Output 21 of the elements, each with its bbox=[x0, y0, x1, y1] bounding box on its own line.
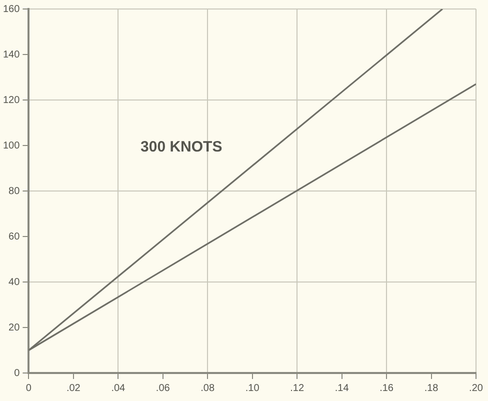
y-tick-label: 160 bbox=[2, 4, 20, 15]
x-tick-label: .18 bbox=[424, 382, 439, 394]
x-tick-label: .10 bbox=[245, 382, 260, 394]
x-tick-label: 0 bbox=[26, 382, 32, 394]
annotation: 300 KNOTS bbox=[140, 138, 222, 156]
y-tick-label: 0 bbox=[14, 368, 20, 379]
x-tick-label: .08 bbox=[200, 382, 215, 394]
y-tick-label: 40 bbox=[8, 276, 20, 288]
x-tick-label: .14 bbox=[334, 382, 350, 394]
x-tick-label: .12 bbox=[290, 382, 304, 394]
x-tick-label: .04 bbox=[111, 382, 126, 394]
y-tick-label: 80 bbox=[8, 186, 20, 197]
x-tick-label: .06 bbox=[156, 382, 170, 394]
y-tick-label: 100 bbox=[2, 140, 20, 152]
y-tick-label: 140 bbox=[2, 49, 20, 60]
y-tick-label: 20 bbox=[8, 322, 20, 334]
x-tick-label: .02 bbox=[66, 382, 81, 394]
y-tick-label: 120 bbox=[2, 94, 20, 106]
x-tick-label: .20 bbox=[469, 382, 484, 394]
y-tick-label: 60 bbox=[8, 231, 20, 242]
x-tick-label: .16 bbox=[380, 382, 394, 394]
